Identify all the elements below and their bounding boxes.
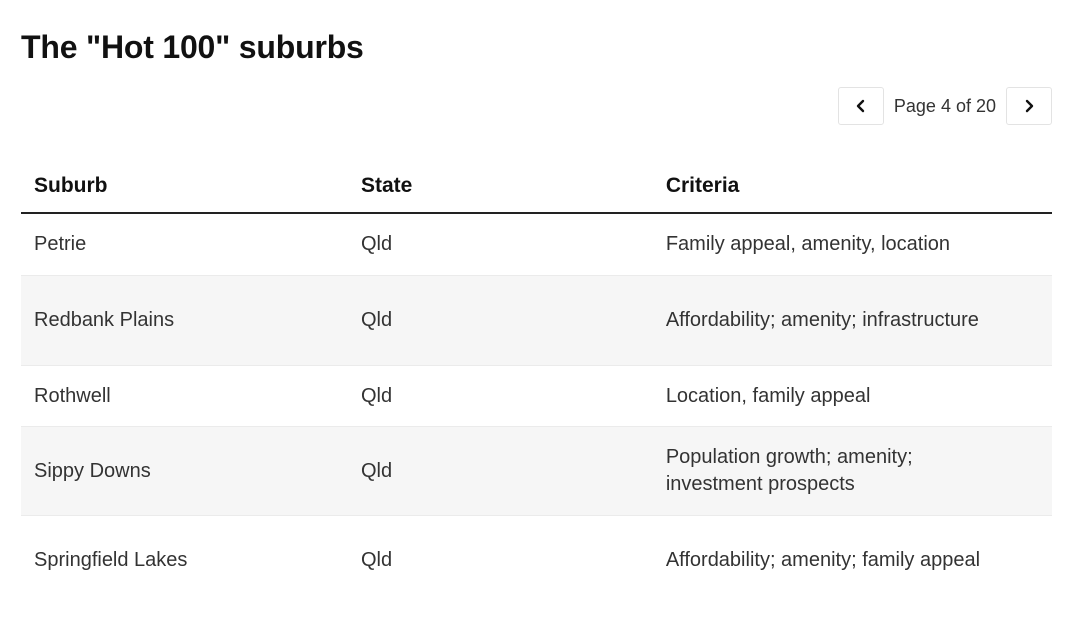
cell-criteria: Affordability; amenity; infrastructure	[652, 275, 1052, 366]
cell-suburb: Springfield Lakes	[21, 515, 348, 604]
cell-state: Qld	[347, 365, 653, 427]
criteria-text: Affordability; amenity; family appeal	[665, 548, 981, 571]
criteria-text: Population growth; amenity; investment p…	[665, 446, 913, 495]
table-row: Springfield Lakes Qld Affordability; ame…	[21, 515, 1052, 604]
page-title: The "Hot 100" suburbs	[21, 29, 364, 65]
suburbs-table: Suburb State Criteria Petrie Qld Family …	[21, 160, 1052, 604]
previous-page-button[interactable]	[837, 87, 884, 125]
next-page-button[interactable]	[1006, 87, 1052, 125]
column-header-criteria: Criteria	[652, 160, 1052, 214]
cell-criteria: Affordability; amenity; family appeal	[652, 515, 1052, 604]
cell-suburb: Petrie	[21, 213, 348, 276]
cell-state: Qld	[347, 275, 653, 366]
cell-suburb: Rothwell	[21, 365, 348, 427]
criteria-text: Family appeal, amenity, location	[665, 233, 951, 255]
cell-criteria: Population growth; amenity; investment p…	[652, 426, 1052, 516]
cell-suburb: Sippy Downs	[21, 426, 348, 516]
cell-state: Qld	[347, 426, 653, 516]
table-row: Sippy Downs Qld Population growth; ameni…	[21, 426, 1052, 516]
column-header-state: State	[347, 160, 653, 214]
table-row: Rothwell Qld Location, family appeal	[21, 365, 1052, 427]
cell-suburb: Redbank Plains	[21, 275, 348, 366]
cell-state: Qld	[347, 213, 653, 276]
criteria-text: Affordability; amenity; infrastructure	[665, 309, 979, 331]
cell-criteria: Location, family appeal	[652, 365, 1052, 427]
criteria-text: Location, family appeal	[665, 384, 871, 407]
page-indicator: Page 4 of 20	[893, 95, 996, 116]
cell-state: Qld	[347, 515, 653, 604]
column-header-suburb: Suburb	[21, 160, 348, 214]
chevron-left-icon	[856, 99, 865, 113]
chevron-right-icon	[1025, 99, 1034, 113]
table-row: Petrie Qld Family appeal, amenity, locat…	[21, 213, 1052, 276]
table-header-row: Suburb State Criteria	[21, 160, 1052, 214]
table-row: Redbank Plains Qld Affordability; amenit…	[21, 275, 1052, 366]
cell-criteria: Family appeal, amenity, location	[652, 213, 1052, 276]
pagination: Page 4 of 20	[837, 86, 1052, 126]
